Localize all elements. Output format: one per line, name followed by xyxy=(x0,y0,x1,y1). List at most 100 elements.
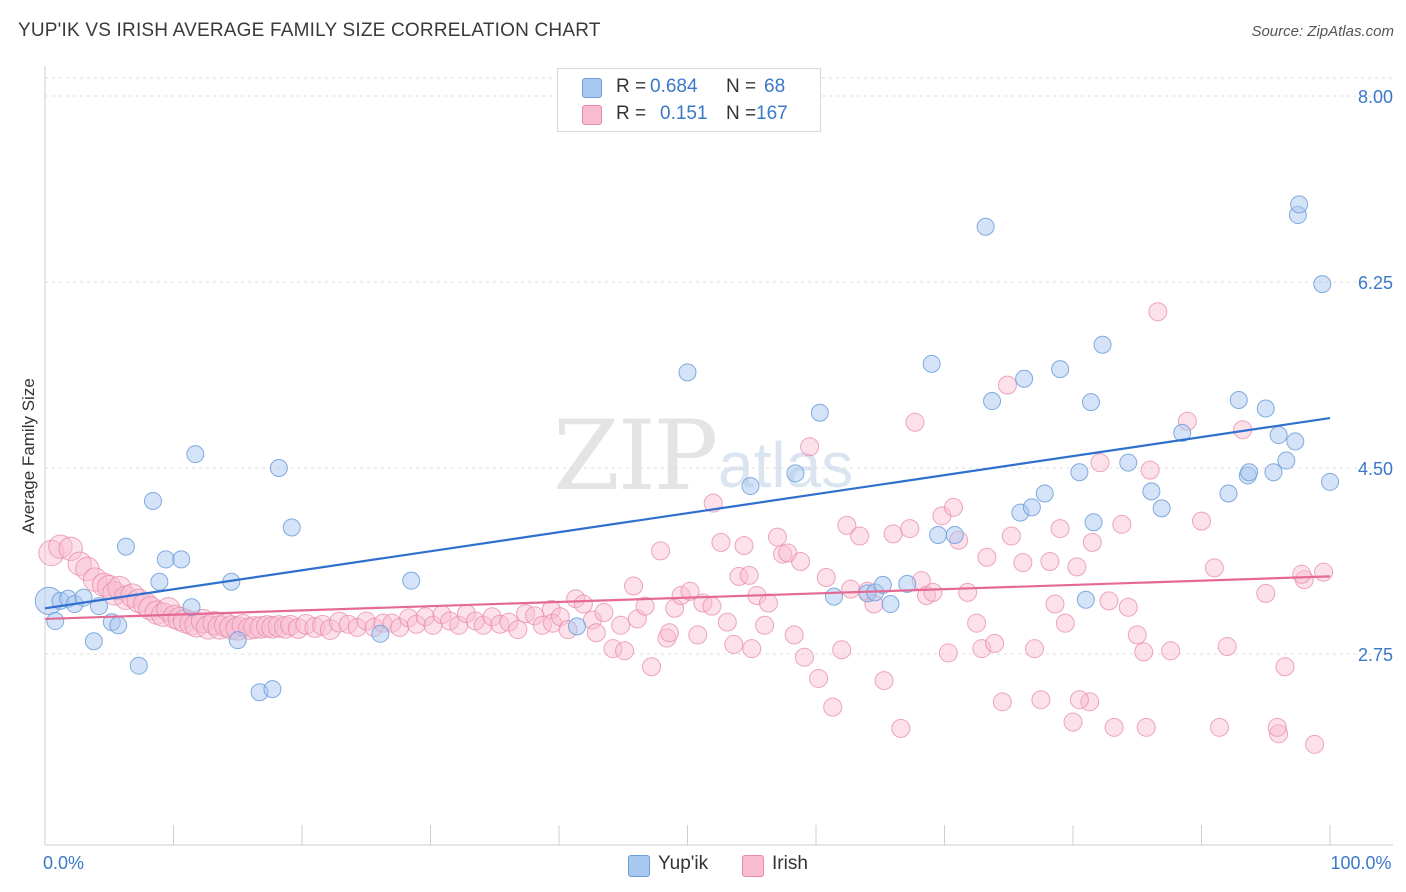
irish-point xyxy=(758,593,778,613)
yupik-point xyxy=(898,574,917,593)
irish-point xyxy=(1112,514,1132,534)
source-label: Source: ZipAtlas.com xyxy=(1251,23,1394,40)
irish-point xyxy=(1192,511,1211,531)
watermark-atlas: atlas xyxy=(718,429,854,501)
yupik-point xyxy=(678,363,697,382)
irish-point xyxy=(1055,613,1075,633)
irish-point xyxy=(1001,526,1021,546)
yupik-swatch xyxy=(582,78,602,98)
watermark-zip: ZIP xyxy=(553,400,718,512)
yupik-point xyxy=(172,550,191,569)
irish-point xyxy=(657,628,677,648)
irish-point xyxy=(841,579,861,599)
irish-point xyxy=(711,532,731,552)
irish-point xyxy=(660,623,680,643)
irish-point xyxy=(603,639,623,659)
yupik-point xyxy=(1229,390,1248,409)
irish-point xyxy=(38,539,65,567)
yupik-point xyxy=(824,587,843,606)
yupik-point xyxy=(1269,426,1288,445)
irish-point xyxy=(923,582,943,602)
yupik-point xyxy=(1240,463,1259,482)
irish-point xyxy=(1013,553,1033,573)
n-value: 68 xyxy=(764,76,786,97)
irish-point xyxy=(58,536,83,561)
irish-point xyxy=(1269,724,1289,744)
irish-point xyxy=(680,581,700,601)
stats-legend: R = 0.684 N = 68 R = 0.151 N = 167 xyxy=(557,68,821,132)
irish-point xyxy=(1305,734,1325,754)
yupik-point xyxy=(402,571,421,590)
irish-point xyxy=(967,613,987,633)
irish-point xyxy=(717,612,737,632)
irish-point xyxy=(1069,690,1089,710)
yupik-point xyxy=(182,598,201,617)
yupik-point xyxy=(873,575,892,594)
irish-point xyxy=(671,586,691,606)
irish-point xyxy=(1082,532,1102,552)
yupik-point xyxy=(810,403,829,422)
irish-point xyxy=(665,598,685,618)
irish-point xyxy=(1134,642,1154,662)
irish-point xyxy=(791,552,811,572)
irish-point xyxy=(1040,552,1060,572)
irish-point xyxy=(525,606,545,626)
yupik-point xyxy=(371,624,390,643)
yupik-point xyxy=(269,459,288,477)
yupik-point xyxy=(1277,451,1296,470)
irish-point xyxy=(582,610,602,630)
chart-title: YUP'IK VS IRISH AVERAGE FAMILY SIZE CORR… xyxy=(18,20,601,41)
yupik-point xyxy=(1142,482,1161,501)
irish-point xyxy=(304,617,326,638)
yupik-point xyxy=(567,617,586,636)
irish-swatch xyxy=(742,855,764,877)
irish-point xyxy=(249,616,273,639)
yupik-point xyxy=(1286,432,1305,451)
irish-point xyxy=(874,671,894,691)
yupik-point xyxy=(1264,463,1283,482)
yupik-point xyxy=(84,632,103,651)
yupik-point xyxy=(881,595,900,614)
irish-point xyxy=(573,594,593,614)
irish-point xyxy=(1256,583,1276,603)
yupik-point xyxy=(1321,472,1339,491)
irish-point xyxy=(724,634,744,654)
yupik-point xyxy=(46,612,65,631)
irish-point xyxy=(1118,597,1138,617)
y-tick-label: 6.25 xyxy=(1358,273,1393,293)
irish-point xyxy=(261,616,284,639)
r-value: 0.684 xyxy=(650,76,698,97)
yupik-point xyxy=(1051,360,1070,379)
yupik-point xyxy=(976,217,995,236)
yupik-point xyxy=(1035,484,1054,503)
irish-point xyxy=(1140,460,1160,480)
yupik-point xyxy=(1119,453,1138,472)
irish-point xyxy=(1314,562,1334,582)
yupik-point xyxy=(945,525,964,544)
irish-point xyxy=(985,633,1005,653)
n-label: N = xyxy=(726,76,757,97)
irish-point xyxy=(905,412,925,432)
irish-point xyxy=(972,639,992,659)
y-tick-label: 4.50 xyxy=(1358,459,1393,479)
irish-point xyxy=(399,608,419,628)
yupik-point xyxy=(1152,499,1171,518)
yupik-point xyxy=(1084,513,1103,532)
irish-point xyxy=(440,611,460,631)
irish-point xyxy=(794,647,814,667)
r-value: 0.151 xyxy=(660,103,708,124)
irish-point xyxy=(508,620,528,640)
yupik-point xyxy=(150,572,169,591)
yupik-point xyxy=(929,525,948,544)
irish-point xyxy=(1161,641,1181,661)
irish-point xyxy=(823,697,843,717)
irish-point xyxy=(997,375,1017,395)
irish-point xyxy=(1063,712,1083,732)
yupik-point xyxy=(263,680,282,699)
irish-point xyxy=(642,657,662,677)
irish-point xyxy=(586,623,606,643)
irish-point xyxy=(1067,557,1087,577)
yupik-point xyxy=(1173,423,1192,442)
irish-point xyxy=(703,493,723,513)
irish-point xyxy=(734,536,754,556)
